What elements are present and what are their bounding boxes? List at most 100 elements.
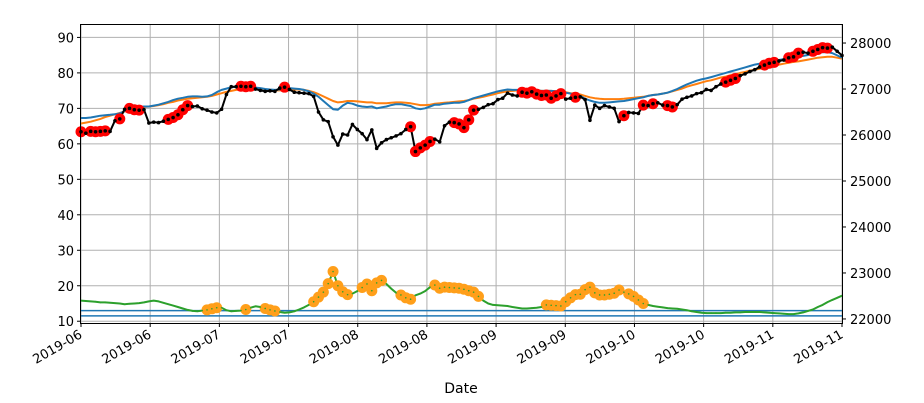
lower-point: [724, 311, 727, 314]
left-tick-label: 30: [57, 244, 74, 259]
lower-point: [550, 304, 552, 307]
price-point: [466, 118, 471, 122]
lower-point: [574, 293, 577, 296]
price-point: [588, 118, 592, 123]
price-point: [277, 86, 282, 90]
lower-point: [215, 306, 218, 309]
lower-point: [555, 304, 557, 307]
price-point: [505, 91, 510, 95]
lower-point: [404, 297, 407, 299]
lower-point: [385, 283, 388, 285]
left-tick-label: 20: [57, 280, 74, 295]
lower-point: [642, 302, 645, 305]
price-point: [234, 84, 238, 89]
price-point: [471, 108, 476, 112]
price-point: [263, 89, 267, 94]
lower-point: [356, 290, 359, 292]
lower-point: [298, 308, 300, 311]
price-point: [554, 94, 558, 98]
lower-point: [312, 300, 315, 303]
price-point: [408, 124, 413, 129]
lower-point: [327, 282, 330, 285]
price-point: [370, 128, 374, 132]
price-point: [539, 93, 544, 98]
lower-point: [361, 286, 363, 289]
lower-point: [322, 291, 325, 293]
price-point: [491, 101, 495, 106]
lower-point: [535, 306, 538, 309]
price-point: [806, 51, 810, 55]
x-tick-label: 2019-09: [446, 327, 501, 367]
price-point: [772, 60, 776, 65]
lower-point: [632, 295, 635, 298]
right-tick-label: 25000: [850, 175, 891, 190]
price-point: [127, 106, 132, 111]
price-point: [214, 111, 219, 115]
price-point: [244, 84, 248, 89]
price-point: [113, 118, 117, 123]
x-tick-label: 2019-06: [100, 327, 155, 367]
lower-point: [593, 292, 596, 294]
price-point: [704, 87, 709, 92]
lower-point: [821, 304, 824, 306]
lower-point: [94, 300, 97, 303]
price-point: [147, 121, 151, 125]
lower-point: [467, 289, 470, 292]
price-point: [374, 146, 379, 151]
lower-point: [89, 300, 92, 303]
x-tick-label: 2019-08: [376, 327, 431, 367]
price-point: [122, 107, 127, 112]
price-point: [200, 106, 204, 111]
left-tick-label: 50: [57, 173, 74, 188]
lower-point: [414, 294, 417, 297]
lower-point: [671, 307, 674, 310]
price-point: [447, 120, 452, 124]
price-point: [573, 95, 578, 100]
lower-point: [424, 290, 426, 292]
price-point: [103, 129, 108, 133]
price-point: [98, 129, 103, 134]
series-layer: [80, 46, 843, 316]
price-point: [452, 120, 457, 125]
series-line-signal_a: [81, 51, 843, 119]
lower-point: [371, 289, 373, 292]
left-tick-label: 40: [57, 209, 74, 224]
lower-point: [438, 287, 441, 290]
lower-point: [172, 304, 174, 307]
lower-point: [429, 286, 431, 288]
lower-point: [206, 309, 208, 311]
lower-point: [598, 294, 601, 296]
lower-point: [603, 294, 606, 296]
lower-point: [623, 291, 625, 293]
price-point: [437, 140, 442, 144]
lower-point: [274, 310, 276, 312]
lower-point: [453, 287, 456, 289]
price-point: [413, 149, 418, 154]
lower-point: [560, 305, 562, 307]
series-line-signal_b: [80, 55, 843, 125]
price-point: [728, 78, 733, 83]
lower-point: [148, 300, 150, 303]
lower-point: [521, 307, 523, 310]
price-point: [738, 73, 743, 78]
lower-point: [211, 308, 213, 310]
price-point: [282, 85, 287, 89]
lower-point: [768, 311, 771, 314]
lower-point: [458, 287, 460, 290]
price-point: [137, 108, 141, 112]
lower-point: [749, 311, 751, 313]
right-tick-label: 27000: [850, 83, 891, 98]
price-point: [302, 91, 306, 95]
lower-point: [463, 288, 465, 291]
lower-point: [826, 301, 829, 303]
price-point: [675, 102, 679, 107]
lower-point: [143, 301, 145, 304]
price-point: [592, 103, 597, 107]
price-point: [602, 103, 607, 108]
lower-point: [715, 312, 717, 314]
price-point: [694, 91, 699, 96]
lower-point: [240, 309, 242, 312]
lower-point: [836, 297, 838, 299]
price-point: [287, 87, 292, 92]
lower-point: [230, 310, 233, 313]
